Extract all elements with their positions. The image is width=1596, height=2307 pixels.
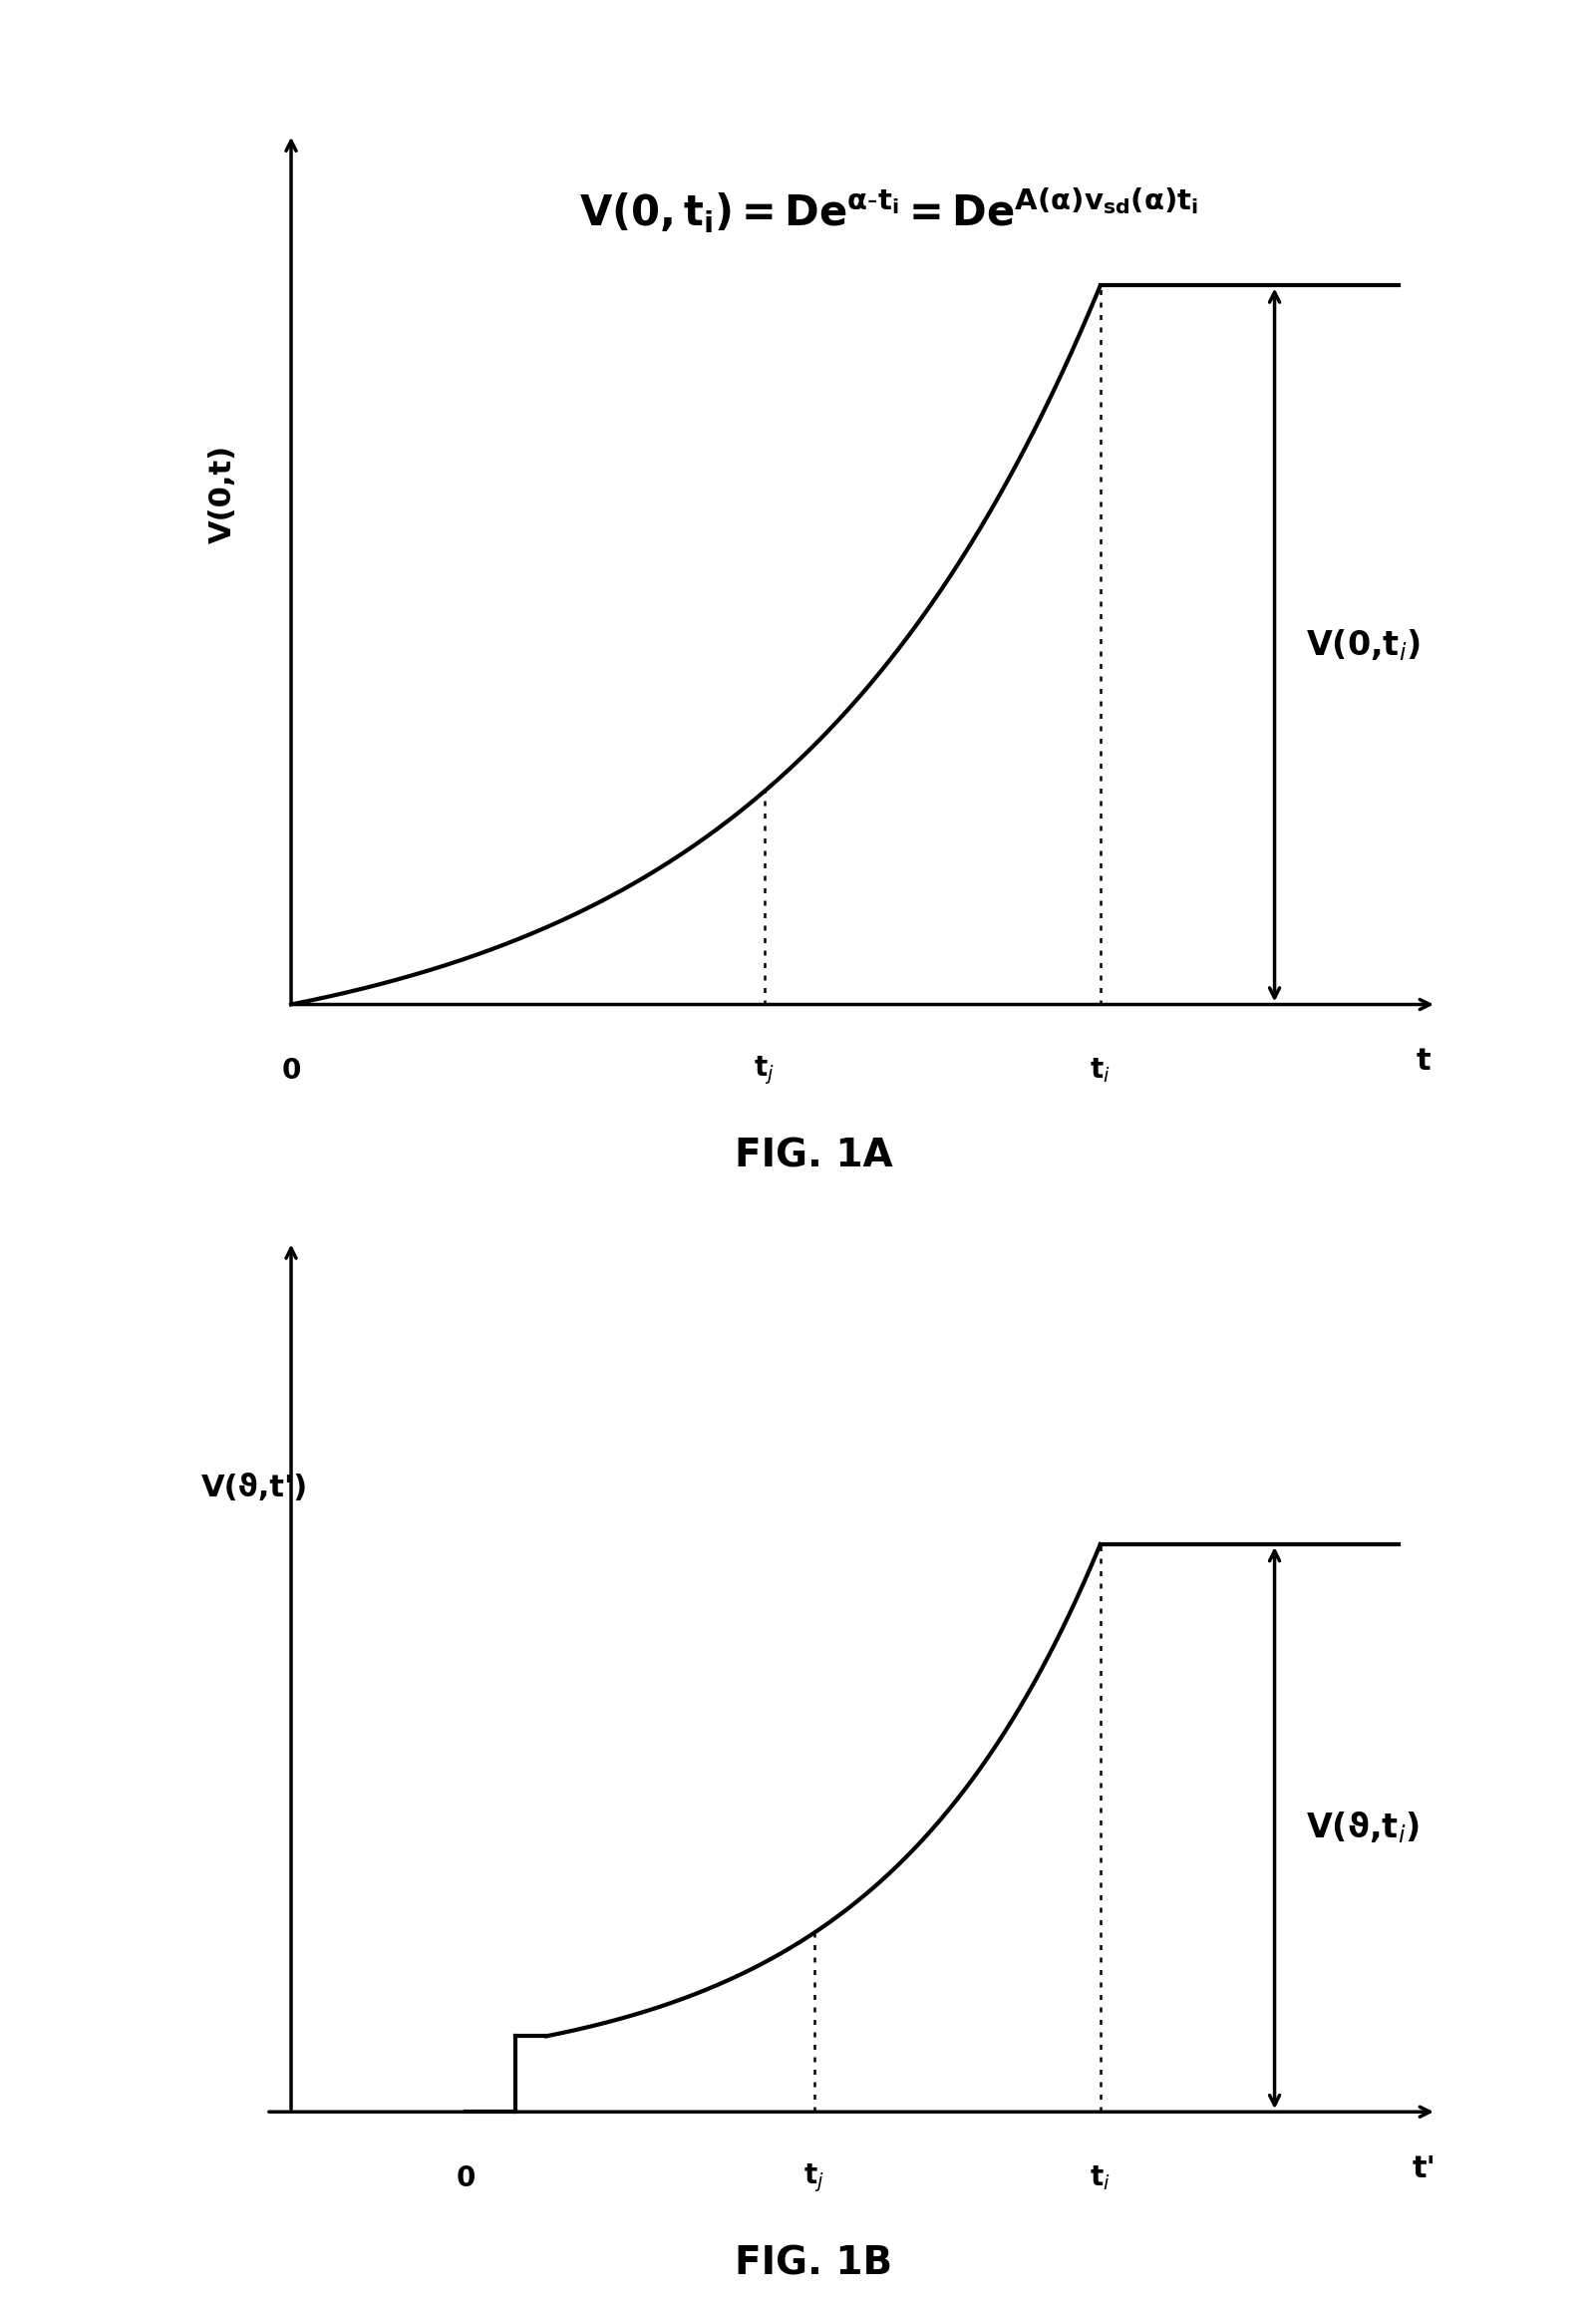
- Text: t$_j$: t$_j$: [803, 2162, 825, 2194]
- Text: V(0,t): V(0,t): [207, 445, 238, 542]
- Text: t$_j$: t$_j$: [753, 1054, 774, 1087]
- Text: t$_i$: t$_i$: [1090, 1057, 1111, 1084]
- Text: V(ϑ,t'): V(ϑ,t'): [201, 1474, 308, 1502]
- Text: FIG. 1B: FIG. 1B: [736, 2245, 892, 2282]
- Text: t': t': [1412, 2155, 1436, 2182]
- Text: FIG. 1A: FIG. 1A: [734, 1137, 894, 1174]
- Text: V(0,t$_i$): V(0,t$_i$): [1306, 628, 1420, 662]
- Text: 0: 0: [281, 1057, 300, 1084]
- Text: V(ϑ,t$_i$): V(ϑ,t$_i$): [1306, 1811, 1419, 1846]
- Text: t$_i$: t$_i$: [1090, 2164, 1111, 2192]
- Text: t: t: [1417, 1047, 1432, 1075]
- Text: 0: 0: [456, 2164, 476, 2192]
- Text: $\mathbf{V(0,t_i)=De^{\alpha\text{-}t_i}=De^{A(\alpha)v_{sd}(\alpha)t_i}}$: $\mathbf{V(0,t_i)=De^{\alpha\text{-}t_i}…: [579, 185, 1199, 235]
